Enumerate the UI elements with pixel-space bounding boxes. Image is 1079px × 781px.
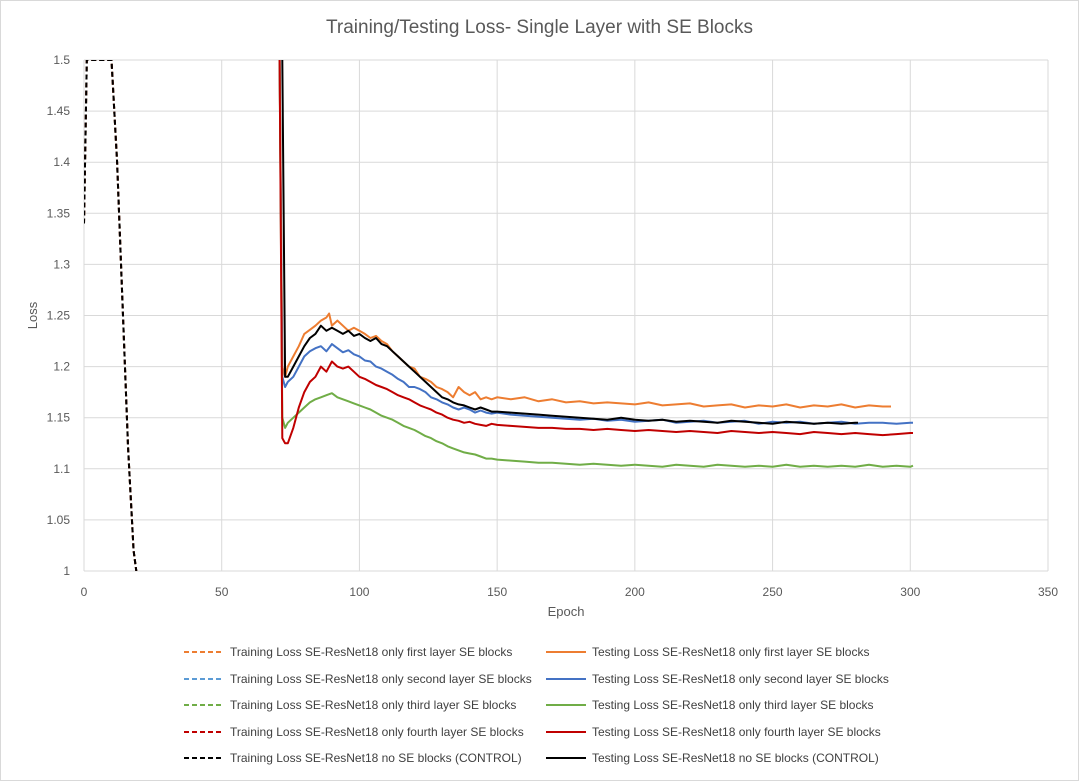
legend-item: Training Loss SE-ResNet18 only second la… (184, 668, 532, 690)
legend-item: Testing Loss SE-ResNet18 only second lay… (546, 668, 889, 690)
legend-swatch (184, 704, 224, 706)
testing-loss-line-9 (281, 60, 858, 425)
legend-swatch (184, 677, 224, 680)
legend-label: Training Loss SE-ResNet18 no SE blocks (… (230, 751, 522, 765)
legend-swatch (184, 730, 224, 733)
x-tick-label: 50 (215, 585, 229, 599)
training-loss-line-8 (84, 60, 138, 571)
y-tick-label: 1.4 (53, 155, 70, 169)
x-tick-label: 0 (81, 585, 88, 599)
y-tick-label: 1.25 (47, 309, 71, 323)
chart-title: Training/Testing Loss- Single Layer with… (326, 17, 753, 38)
legend-swatch (546, 677, 586, 680)
y-tick-label: 1.5 (53, 53, 70, 67)
y-tick-label: 1.2 (53, 360, 70, 374)
legend-swatch (184, 651, 224, 653)
legend-swatch (546, 704, 586, 706)
y-tick-label: 1 (63, 564, 70, 578)
legend-label: Training Loss SE-ResNet18 only second la… (230, 671, 532, 686)
testing-loss-line-7 (278, 60, 913, 445)
tick-labels: 1 1.05 1.1 1.15 1.2 1.25 1.3 1.35 1.4 1.45 1.5 0 50 1… (47, 53, 1059, 599)
x-tick-label: 250 (763, 585, 783, 599)
testing-loss-line-3 (278, 60, 913, 425)
legend-label: Training Loss SE-ResNet18 only fourth la… (230, 724, 524, 739)
legend-label: Testing Loss SE-ResNet18 only first laye… (592, 645, 870, 659)
x-tick-label: 100 (349, 585, 369, 599)
legend-item: Testing Loss SE-ResNet18 only fourth lay… (546, 721, 881, 743)
y-tick-label: 1.45 (47, 104, 71, 118)
y-tick-label: 1.3 (53, 257, 70, 271)
legend-item: Training Loss SE-ResNet18 only first lay… (184, 641, 512, 663)
y-tick-label: 1.15 (47, 411, 71, 425)
y-tick-label: 1.35 (47, 206, 71, 220)
legend-swatch (546, 651, 586, 653)
y-tick-label: 1.05 (47, 513, 71, 527)
legend-item: Testing Loss SE-ResNet18 only first laye… (546, 641, 869, 663)
y-axis-label: Loss (25, 301, 40, 329)
legend-swatch (546, 757, 586, 759)
legend-label: Testing Loss SE-ResNet18 no SE blocks (C… (592, 751, 879, 765)
x-axis-label: Epoch (548, 604, 585, 619)
testing-loss-line-1 (278, 60, 891, 409)
legend-label: Training Loss SE-ResNet18 only first lay… (230, 645, 513, 659)
y-tick-label: 1.1 (53, 462, 70, 476)
x-tick-label: 150 (487, 585, 507, 599)
legend-label: Testing Loss SE-ResNet18 only third laye… (592, 698, 874, 712)
x-tick-label: 200 (625, 585, 645, 599)
legend-label: Testing Loss SE-ResNet18 only fourth lay… (592, 724, 881, 739)
legend-label: Testing Loss SE-ResNet18 only second lay… (592, 671, 889, 686)
x-tick-label: 300 (900, 585, 920, 599)
x-tick-label: 350 (1038, 585, 1058, 599)
series-layer (84, 60, 914, 571)
legend-label: Training Loss SE-ResNet18 only third lay… (230, 698, 517, 712)
legend-item: Training Loss SE-ResNet18 only third lay… (184, 694, 516, 716)
legend-item: Testing Loss SE-ResNet18 only third laye… (546, 694, 873, 716)
legend-swatch (546, 730, 586, 733)
legend-item: Testing Loss SE-ResNet18 no SE blocks (C… (546, 747, 879, 769)
legend-item: Training Loss SE-ResNet18 only fourth la… (184, 721, 524, 743)
gridlines (83, 59, 1049, 572)
testing-loss-line-5 (278, 60, 914, 468)
legend-item: Training Loss SE-ResNet18 no SE blocks (… (184, 747, 522, 769)
legend-swatch (184, 757, 224, 759)
